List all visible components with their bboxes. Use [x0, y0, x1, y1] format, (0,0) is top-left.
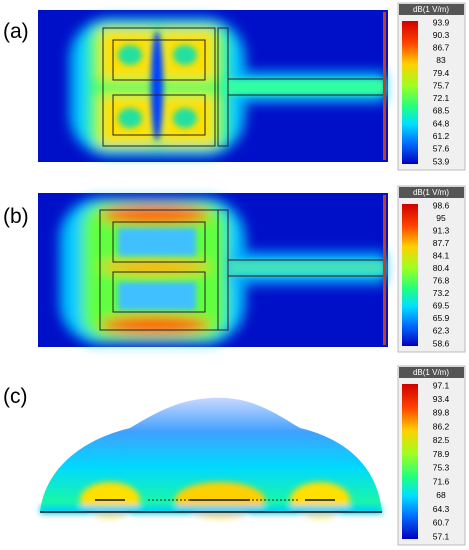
- colorbar-tick-label: 62.3: [433, 326, 450, 336]
- colorbar-tick-label: 86.2: [433, 421, 450, 431]
- colorbar-tick-label: 61.2: [433, 131, 450, 141]
- colorbar-tick-label: 71.6: [433, 476, 450, 486]
- field-plot-a: [38, 10, 388, 162]
- colorbar-tick-label: 65.9: [433, 313, 450, 323]
- colorbar-tick-label: 58.6: [433, 338, 450, 348]
- colorbar-tick-label: 72.1: [433, 93, 450, 103]
- colorbar-tick-label: 79.4: [433, 68, 450, 78]
- colorbar-tick-label: 91.3: [433, 225, 450, 235]
- colorbar-tick-label: 60.7: [433, 518, 450, 528]
- field-plot-b: [38, 193, 388, 347]
- colorbar-unit: dB(1 V/m): [413, 188, 449, 197]
- colorbar-tick-label: 83: [436, 55, 446, 65]
- colorbar-tick-label: 53.9: [433, 156, 450, 166]
- colorbar-tick-label: 84.1: [433, 250, 450, 260]
- colorbar-tick-label: 86.7: [433, 43, 450, 53]
- colorbar-tick-label: 76.8: [433, 276, 450, 286]
- colorbar-tick-label: 64.3: [433, 504, 450, 514]
- colorbar-tick-label: 57.6: [433, 144, 450, 154]
- colorbar-tick-label: 93.9: [433, 17, 450, 27]
- colorbar-header: [399, 187, 464, 198]
- colorbar: [402, 21, 418, 164]
- colorbar: [402, 204, 418, 346]
- colorbar-tick-label: 87.7: [433, 238, 450, 248]
- colorbar-tick-label: 90.3: [433, 30, 450, 40]
- colorbar-header: [399, 4, 464, 15]
- panel-label: (c): [3, 385, 28, 408]
- colorbar-tick-label: 64.8: [433, 118, 450, 128]
- panel-label: (a): [3, 20, 29, 43]
- colorbar-tick-label: 68.5: [433, 106, 450, 116]
- field-plot-c: [40, 397, 382, 518]
- colorbar-tick-label: 69.5: [433, 301, 450, 311]
- colorbar-header: [399, 367, 464, 378]
- colorbar-tick-label: 57.1: [433, 531, 450, 541]
- colorbar-tick-label: 75.7: [433, 80, 450, 90]
- colorbar: [402, 384, 418, 539]
- colorbar-tick-label: 95: [436, 213, 446, 223]
- colorbar-tick-label: 93.4: [433, 394, 450, 404]
- colorbar-tick-label: 98.6: [433, 200, 450, 210]
- colorbar-unit: dB(1 V/m): [413, 5, 449, 14]
- colorbar-tick-label: 73.2: [433, 288, 450, 298]
- colorbar-tick-label: 80.4: [433, 263, 450, 273]
- colorbar-tick-label: 89.8: [433, 408, 450, 418]
- colorbar-tick-label: 82.5: [433, 435, 450, 445]
- colorbar-tick-label: 97.1: [433, 380, 450, 390]
- colorbar-tick-label: 78.9: [433, 449, 450, 459]
- colorbar-unit: dB(1 V/m): [413, 368, 449, 377]
- panel-label: (b): [3, 205, 29, 228]
- colorbar-tick-label: 68: [436, 490, 446, 500]
- colorbar-tick-label: 75.3: [433, 463, 450, 473]
